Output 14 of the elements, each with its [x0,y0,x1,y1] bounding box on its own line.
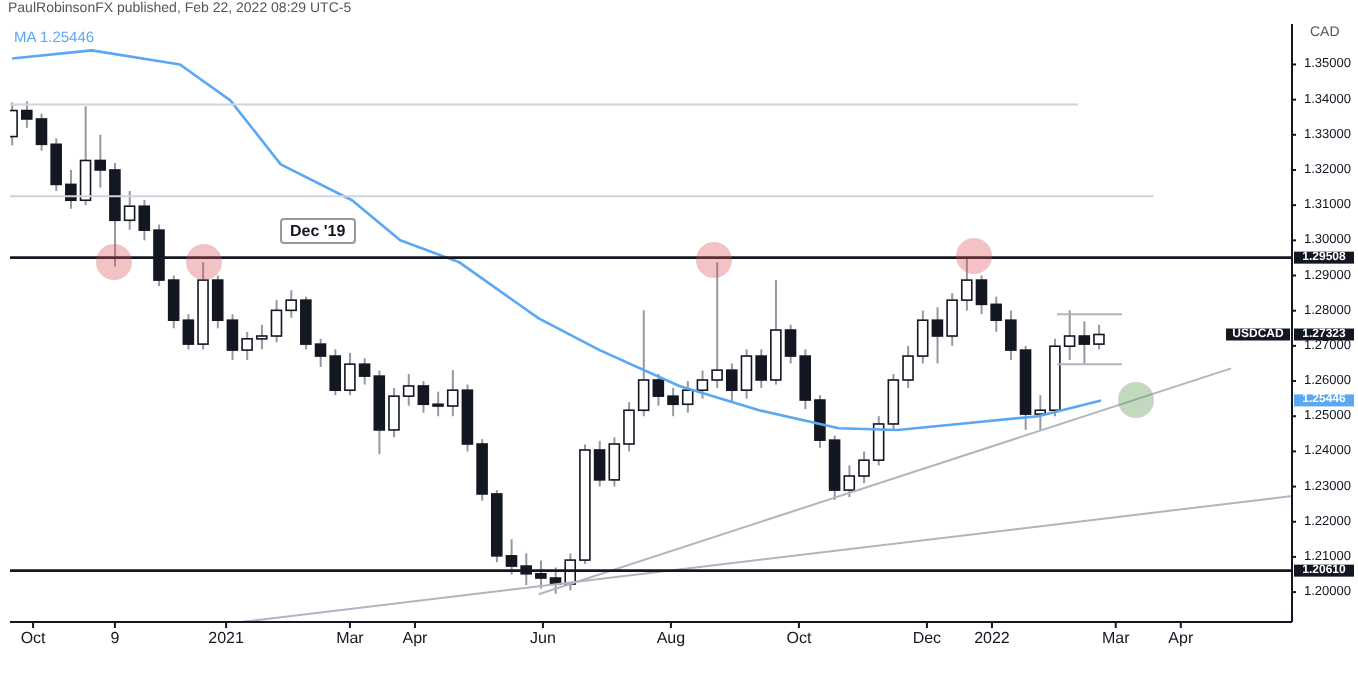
x-tick-label: Apr [1168,629,1194,648]
callout-box: Dec '19 [280,218,356,244]
x-tick-label: Apr [402,629,429,648]
x-tick-label: Mar [1101,629,1131,648]
line-series [10,49,1103,432]
x-tick-label: 2022 [974,629,1011,648]
x-tick-label: Oct [20,629,48,648]
x-tick-label: Mar [336,629,365,648]
x-tick-label: 2021 [208,629,246,648]
x-tick-label: Jun [530,629,556,648]
x-tick-label: Dec [912,629,942,648]
x-tick-label: 9 [110,629,121,648]
x-tick-label: Oct [786,629,813,648]
x-tick-label: Aug [656,629,686,648]
